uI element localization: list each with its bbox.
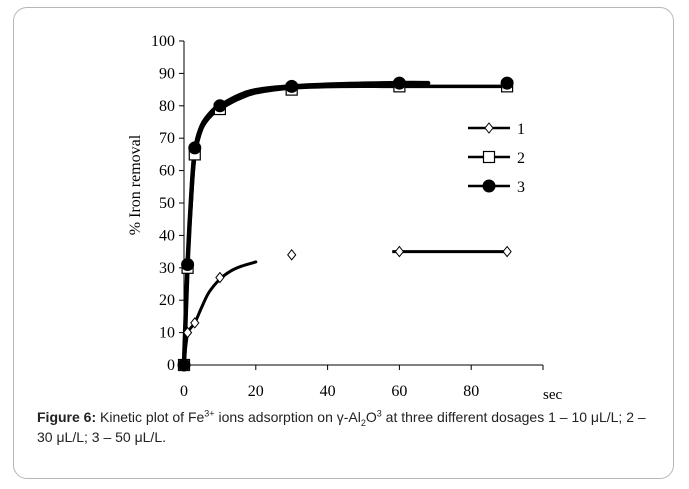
y-tick-label: 30 — [159, 260, 175, 277]
y-tick-label: 90 — [159, 65, 175, 82]
caption-text-d: at three different dosages 1 – 10 μL/L; … — [37, 409, 646, 445]
y-tick-label: 20 — [159, 292, 175, 309]
x-tick-label: 20 — [248, 383, 264, 400]
x-axis-label: sec — [543, 387, 562, 400]
kinetic-chart: 0 10 20 30 40 50 60 70 80 90 100 0 20 40 60 80 1 2 3 % Ir… — [127, 33, 562, 400]
data-point-series-3 — [500, 76, 514, 90]
data-point-series-3 — [392, 76, 406, 90]
legend-marker-3 — [482, 179, 496, 193]
y-tick-label: 100 — [151, 33, 175, 50]
legend-marker-2 — [482, 150, 496, 164]
data-point-series-1 — [394, 245, 405, 258]
fit-line-series-3 — [181, 80, 431, 368]
figure-caption: Figure 6: Kinetic plot of Fe3+ ions adso… — [37, 407, 657, 447]
caption-text-a: Kinetic plot of Fe — [96, 409, 205, 425]
y-axis-label: % Iron removal — [127, 134, 144, 235]
legend-marker-1 — [484, 122, 494, 134]
y-tick-label: 0 — [167, 357, 175, 374]
data-point-series-3 — [188, 141, 202, 155]
data-point-series-1 — [215, 271, 225, 284]
x-tick-label: 80 — [463, 383, 479, 400]
chart-axes: 0 10 20 30 40 50 60 70 80 90 100 0 20 40 60 80 — [151, 33, 544, 400]
x-tick-label: 60 — [391, 383, 407, 400]
caption-sup-c: 3 — [376, 408, 382, 419]
caption-sub-b: 2 — [360, 417, 366, 428]
y-tick-label: 10 — [159, 325, 175, 342]
data-point-series-1 — [190, 317, 200, 329]
data-point-series-1 — [287, 249, 297, 261]
fit-line-series-2 — [182, 84, 509, 367]
chart-legend: 1 2 3 — [468, 121, 525, 196]
data-point-series-3 — [177, 358, 191, 372]
data-point-series-1 — [182, 326, 193, 339]
caption-label: Figure 6: — [37, 409, 97, 425]
caption-sup-a: 3+ — [204, 408, 215, 419]
x-tick-label: 40 — [320, 383, 336, 400]
legend-label-1: 1 — [517, 121, 525, 138]
caption-text-b: ions adsorption on γ-Al — [214, 409, 361, 425]
legend-label-2: 2 — [517, 150, 525, 167]
y-tick-label: 50 — [159, 195, 175, 212]
y-tick-label: 40 — [159, 227, 175, 244]
x-tick-label: 0 — [180, 383, 188, 400]
caption-text-c: O — [365, 409, 377, 425]
y-tick-label: 60 — [159, 163, 175, 180]
data-point-series-1 — [502, 245, 512, 258]
chart-markers — [177, 76, 514, 372]
data-point-series-3 — [285, 79, 299, 93]
y-tick-label: 70 — [159, 130, 175, 147]
y-tick-label: 80 — [159, 98, 175, 115]
data-point-series-3 — [213, 99, 227, 113]
data-point-series-3 — [181, 258, 195, 272]
legend-label-3: 3 — [517, 179, 525, 196]
chart-fit-lines — [181, 80, 509, 368]
